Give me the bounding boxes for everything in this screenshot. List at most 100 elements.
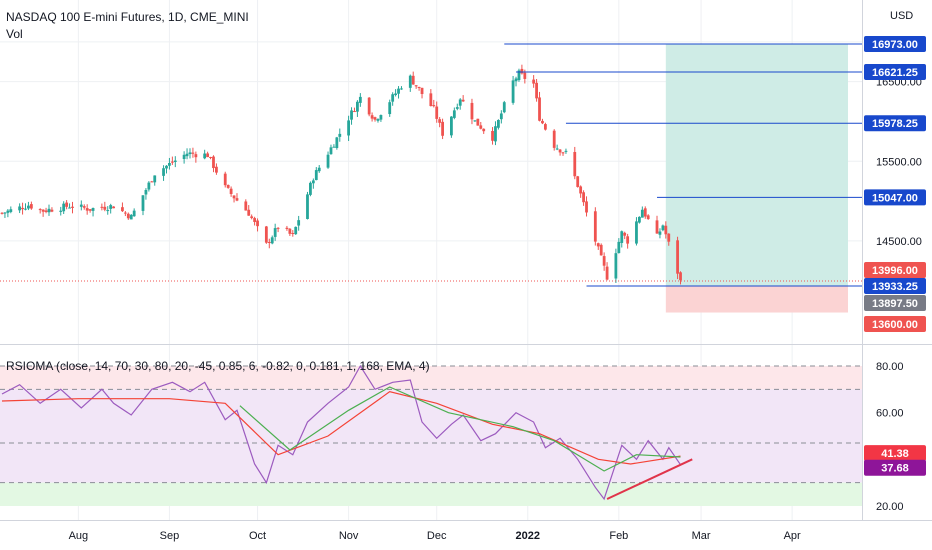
candle-body: [47, 208, 51, 213]
candle-body: [491, 130, 494, 141]
candle: [561, 151, 565, 156]
candle-body: [314, 170, 318, 181]
stop-zone: [665, 286, 848, 313]
candle: [458, 98, 462, 110]
candle: [573, 146, 577, 180]
candle: [435, 101, 439, 123]
candle-body: [667, 233, 671, 242]
rsi-value-tag[interactable]: 37.68: [864, 459, 926, 476]
candle-body: [543, 124, 547, 130]
candle-body: [388, 102, 392, 115]
time-tick-label: Nov: [339, 530, 359, 542]
price-levels[interactable]: [504, 43, 862, 287]
candle: [329, 144, 333, 155]
price-tag[interactable]: 13600.00: [864, 316, 926, 332]
candle: [470, 98, 474, 125]
candle-body: [165, 165, 168, 169]
candle-body: [499, 113, 503, 120]
candle-body: [455, 107, 459, 109]
candle: [538, 91, 541, 122]
candle-body: [306, 194, 309, 219]
price-tick-label: 14500.00: [876, 236, 922, 248]
candle: [576, 175, 580, 188]
candle-body: [502, 102, 506, 113]
candle-body: [235, 198, 239, 201]
time-tick-label: Oct: [249, 530, 266, 542]
candle-body: [18, 206, 22, 211]
candle: [270, 235, 274, 245]
candle-body: [438, 119, 442, 123]
candle-body: [82, 206, 86, 208]
candle-body: [411, 75, 415, 85]
candle: [579, 185, 583, 198]
candle-body: [182, 154, 186, 160]
candle: [121, 202, 124, 212]
candle-body: [479, 125, 483, 129]
indicator-title[interactable]: RSIOMA (close, 14, 70, 30, 80, 20, -45, …: [6, 359, 430, 373]
candle-body: [144, 189, 148, 195]
price-level-tag[interactable]: 15978.25: [864, 115, 926, 132]
candle: [326, 151, 330, 169]
candle-body: [379, 115, 383, 120]
candle: [129, 213, 133, 220]
symbol-title[interactable]: NASDAQ 100 E-mini Futures, 1D, CME_MINI: [6, 10, 249, 24]
price-axis[interactable]: 17000.0016500.0015500.0014500.0016973.00…: [864, 36, 926, 332]
candle: [256, 218, 259, 232]
candle: [59, 206, 63, 216]
candle: [626, 233, 630, 249]
candle: [191, 147, 195, 158]
divergence-trendline[interactable]: [606, 458, 693, 500]
candle: [461, 95, 465, 102]
candle: [29, 201, 33, 210]
candle: [41, 209, 45, 217]
candle-body: [573, 151, 577, 177]
candle: [373, 116, 377, 122]
rsi-series-line: [1, 391, 681, 465]
candle: [264, 225, 268, 244]
candle-body: [168, 163, 171, 166]
price-level-tag[interactable]: 15047.00: [864, 189, 926, 206]
candle-body: [593, 211, 597, 242]
candle-body: [585, 201, 588, 213]
candle-body: [335, 137, 339, 148]
candle-body: [356, 101, 359, 112]
position-zones: [665, 44, 848, 313]
candle: [541, 118, 544, 125]
rsi-value-tag[interactable]: 41.38: [864, 445, 926, 462]
candle-body: [112, 206, 116, 209]
candle-body: [599, 244, 603, 256]
candle: [400, 86, 403, 90]
candle-body: [150, 181, 154, 183]
time-axis[interactable]: Aug Sep Oct Nov Dec 2022 Feb Mar Apr: [69, 530, 801, 542]
candle: [285, 225, 289, 231]
price-level-tag[interactable]: 16973.00: [864, 36, 926, 52]
candle: [314, 167, 318, 181]
candle: [473, 120, 477, 122]
price-tag[interactable]: 13996.00: [864, 262, 926, 278]
candle-body: [476, 118, 480, 126]
candle: [667, 233, 671, 246]
candle: [173, 156, 177, 168]
rsi-neutral-band: [0, 389, 862, 483]
candle: [188, 148, 192, 159]
candle: [141, 195, 145, 216]
candle-body: [215, 166, 218, 173]
price-level-tag[interactable]: 13933.25: [864, 278, 926, 294]
price-tag[interactable]: 13897.50: [864, 295, 926, 311]
candle: [676, 236, 679, 280]
candle: [617, 238, 621, 254]
rsi-overbought-band: [0, 366, 862, 390]
price-level-tag-bg: [864, 64, 926, 81]
volume-label[interactable]: Vol: [6, 27, 23, 41]
candle: [332, 144, 336, 148]
candle-body: [538, 97, 541, 121]
candle: [643, 206, 647, 219]
candle-body: [450, 116, 453, 136]
rsi-axis[interactable]: 80.00 60.00 20.00 41.38 37.68: [864, 361, 926, 513]
candle-body: [520, 68, 524, 74]
candle-body: [194, 154, 198, 158]
candle-body: [27, 205, 30, 209]
price-level-tag[interactable]: 16621.25: [864, 64, 926, 81]
rsi-value-tag-label: 37.68: [881, 463, 909, 475]
